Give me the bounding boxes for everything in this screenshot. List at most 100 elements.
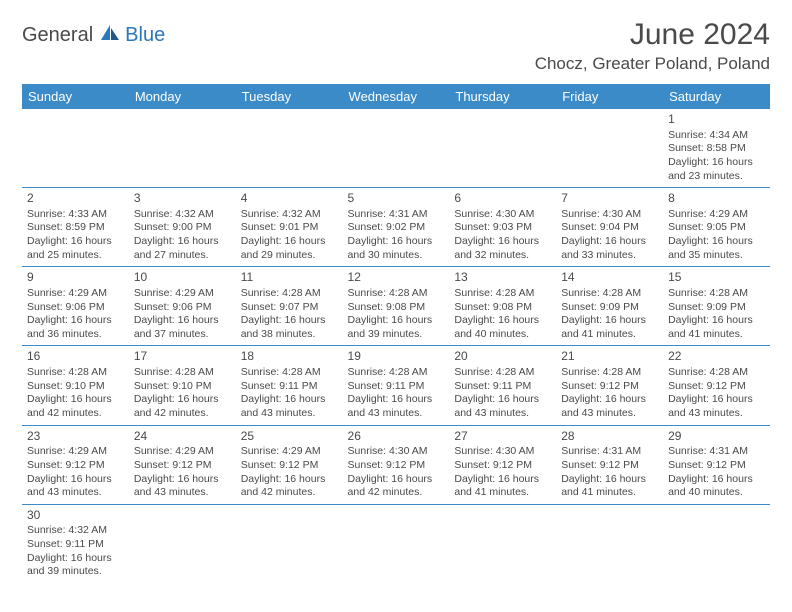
day-number: 25 <box>241 429 338 445</box>
month-title: June 2024 <box>535 18 770 52</box>
day-details: Sunrise: 4:29 AMSunset: 9:12 PMDaylight:… <box>241 445 338 500</box>
day-details: Sunrise: 4:30 AMSunset: 9:04 PMDaylight:… <box>561 208 658 263</box>
day-sunset: Sunset: 9:11 PM <box>454 380 551 394</box>
calendar-day-cell: 10Sunrise: 4:29 AMSunset: 9:06 PMDayligh… <box>129 267 236 346</box>
day-daylight2: and 32 minutes. <box>454 249 551 263</box>
day-number: 16 <box>27 349 124 365</box>
day-daylight2: and 43 minutes. <box>134 486 231 500</box>
day-sunset: Sunset: 9:03 PM <box>454 221 551 235</box>
day-daylight1: Daylight: 16 hours <box>561 393 658 407</box>
day-number: 2 <box>27 191 124 207</box>
day-number: 3 <box>134 191 231 207</box>
day-number: 19 <box>348 349 445 365</box>
day-daylight2: and 39 minutes. <box>27 565 124 579</box>
calendar-day-cell: 26Sunrise: 4:30 AMSunset: 9:12 PMDayligh… <box>343 425 450 504</box>
calendar-day-cell <box>236 504 343 583</box>
day-daylight1: Daylight: 16 hours <box>27 473 124 487</box>
day-number: 20 <box>454 349 551 365</box>
calendar-day-cell: 29Sunrise: 4:31 AMSunset: 9:12 PMDayligh… <box>663 425 770 504</box>
day-daylight2: and 27 minutes. <box>134 249 231 263</box>
day-daylight1: Daylight: 16 hours <box>241 235 338 249</box>
day-details: Sunrise: 4:28 AMSunset: 9:08 PMDaylight:… <box>348 287 445 342</box>
calendar-day-cell: 14Sunrise: 4:28 AMSunset: 9:09 PMDayligh… <box>556 267 663 346</box>
day-number: 10 <box>134 270 231 286</box>
day-number: 6 <box>454 191 551 207</box>
day-daylight2: and 42 minutes. <box>241 486 338 500</box>
location-text: Chocz, Greater Poland, Poland <box>535 54 770 74</box>
day-number: 24 <box>134 429 231 445</box>
day-daylight1: Daylight: 16 hours <box>561 473 658 487</box>
title-block: June 2024 Chocz, Greater Poland, Poland <box>535 18 770 74</box>
logo: General Blue <box>22 24 165 47</box>
calendar-day-cell: 3Sunrise: 4:32 AMSunset: 9:00 PMDaylight… <box>129 188 236 267</box>
calendar-day-cell: 23Sunrise: 4:29 AMSunset: 9:12 PMDayligh… <box>22 425 129 504</box>
day-number: 7 <box>561 191 658 207</box>
calendar-day-cell: 2Sunrise: 4:33 AMSunset: 8:59 PMDaylight… <box>22 188 129 267</box>
calendar-day-cell <box>22 109 129 188</box>
day-sunrise: Sunrise: 4:31 AM <box>348 208 445 222</box>
day-daylight2: and 37 minutes. <box>134 328 231 342</box>
calendar-day-cell: 1Sunrise: 4:34 AMSunset: 8:58 PMDaylight… <box>663 109 770 188</box>
day-sunrise: Sunrise: 4:30 AM <box>561 208 658 222</box>
day-daylight2: and 42 minutes. <box>134 407 231 421</box>
day-daylight2: and 42 minutes. <box>27 407 124 421</box>
day-sunrise: Sunrise: 4:29 AM <box>134 445 231 459</box>
day-daylight2: and 43 minutes. <box>454 407 551 421</box>
day-details: Sunrise: 4:31 AMSunset: 9:02 PMDaylight:… <box>348 208 445 263</box>
day-number: 28 <box>561 429 658 445</box>
weekday-sunday: Sunday <box>22 84 129 109</box>
day-details: Sunrise: 4:28 AMSunset: 9:08 PMDaylight:… <box>454 287 551 342</box>
day-daylight2: and 41 minutes. <box>561 486 658 500</box>
day-number: 21 <box>561 349 658 365</box>
calendar-day-cell: 15Sunrise: 4:28 AMSunset: 9:09 PMDayligh… <box>663 267 770 346</box>
calendar-table: Sunday Monday Tuesday Wednesday Thursday… <box>22 84 770 583</box>
day-daylight1: Daylight: 16 hours <box>27 314 124 328</box>
day-daylight1: Daylight: 16 hours <box>134 473 231 487</box>
day-sunrise: Sunrise: 4:28 AM <box>561 287 658 301</box>
day-daylight1: Daylight: 16 hours <box>27 393 124 407</box>
day-sunset: Sunset: 9:12 PM <box>27 459 124 473</box>
day-sunset: Sunset: 9:12 PM <box>561 380 658 394</box>
calendar-day-cell: 12Sunrise: 4:28 AMSunset: 9:08 PMDayligh… <box>343 267 450 346</box>
day-daylight1: Daylight: 16 hours <box>561 314 658 328</box>
day-sunset: Sunset: 9:10 PM <box>27 380 124 394</box>
calendar-day-cell <box>236 109 343 188</box>
day-sunrise: Sunrise: 4:32 AM <box>241 208 338 222</box>
day-details: Sunrise: 4:29 AMSunset: 9:05 PMDaylight:… <box>668 208 765 263</box>
calendar-day-cell: 19Sunrise: 4:28 AMSunset: 9:11 PMDayligh… <box>343 346 450 425</box>
day-sunset: Sunset: 9:07 PM <box>241 301 338 315</box>
day-sunset: Sunset: 9:12 PM <box>454 459 551 473</box>
day-sunset: Sunset: 9:12 PM <box>241 459 338 473</box>
day-daylight2: and 35 minutes. <box>668 249 765 263</box>
day-daylight1: Daylight: 16 hours <box>668 156 765 170</box>
day-number: 26 <box>348 429 445 445</box>
day-daylight1: Daylight: 16 hours <box>454 314 551 328</box>
calendar-day-cell: 7Sunrise: 4:30 AMSunset: 9:04 PMDaylight… <box>556 188 663 267</box>
day-daylight2: and 25 minutes. <box>27 249 124 263</box>
day-daylight1: Daylight: 16 hours <box>668 314 765 328</box>
day-sunrise: Sunrise: 4:33 AM <box>27 208 124 222</box>
calendar-day-cell: 9Sunrise: 4:29 AMSunset: 9:06 PMDaylight… <box>22 267 129 346</box>
day-details: Sunrise: 4:29 AMSunset: 9:12 PMDaylight:… <box>134 445 231 500</box>
day-sunset: Sunset: 9:08 PM <box>348 301 445 315</box>
day-number: 11 <box>241 270 338 286</box>
day-sunset: Sunset: 9:11 PM <box>241 380 338 394</box>
day-daylight1: Daylight: 16 hours <box>348 393 445 407</box>
weekday-friday: Friday <box>556 84 663 109</box>
day-details: Sunrise: 4:28 AMSunset: 9:09 PMDaylight:… <box>561 287 658 342</box>
day-daylight1: Daylight: 16 hours <box>241 473 338 487</box>
day-details: Sunrise: 4:28 AMSunset: 9:11 PMDaylight:… <box>454 366 551 421</box>
calendar-day-cell <box>129 109 236 188</box>
calendar-day-cell <box>129 504 236 583</box>
day-sunset: Sunset: 9:09 PM <box>668 301 765 315</box>
day-daylight2: and 36 minutes. <box>27 328 124 342</box>
day-sunrise: Sunrise: 4:28 AM <box>241 366 338 380</box>
day-daylight1: Daylight: 16 hours <box>134 314 231 328</box>
day-sunrise: Sunrise: 4:29 AM <box>668 208 765 222</box>
calendar-day-cell: 18Sunrise: 4:28 AMSunset: 9:11 PMDayligh… <box>236 346 343 425</box>
calendar-week-row: 1Sunrise: 4:34 AMSunset: 8:58 PMDaylight… <box>22 109 770 188</box>
day-details: Sunrise: 4:31 AMSunset: 9:12 PMDaylight:… <box>668 445 765 500</box>
day-sunset: Sunset: 9:06 PM <box>27 301 124 315</box>
day-sunrise: Sunrise: 4:34 AM <box>668 129 765 143</box>
day-sunset: Sunset: 9:00 PM <box>134 221 231 235</box>
